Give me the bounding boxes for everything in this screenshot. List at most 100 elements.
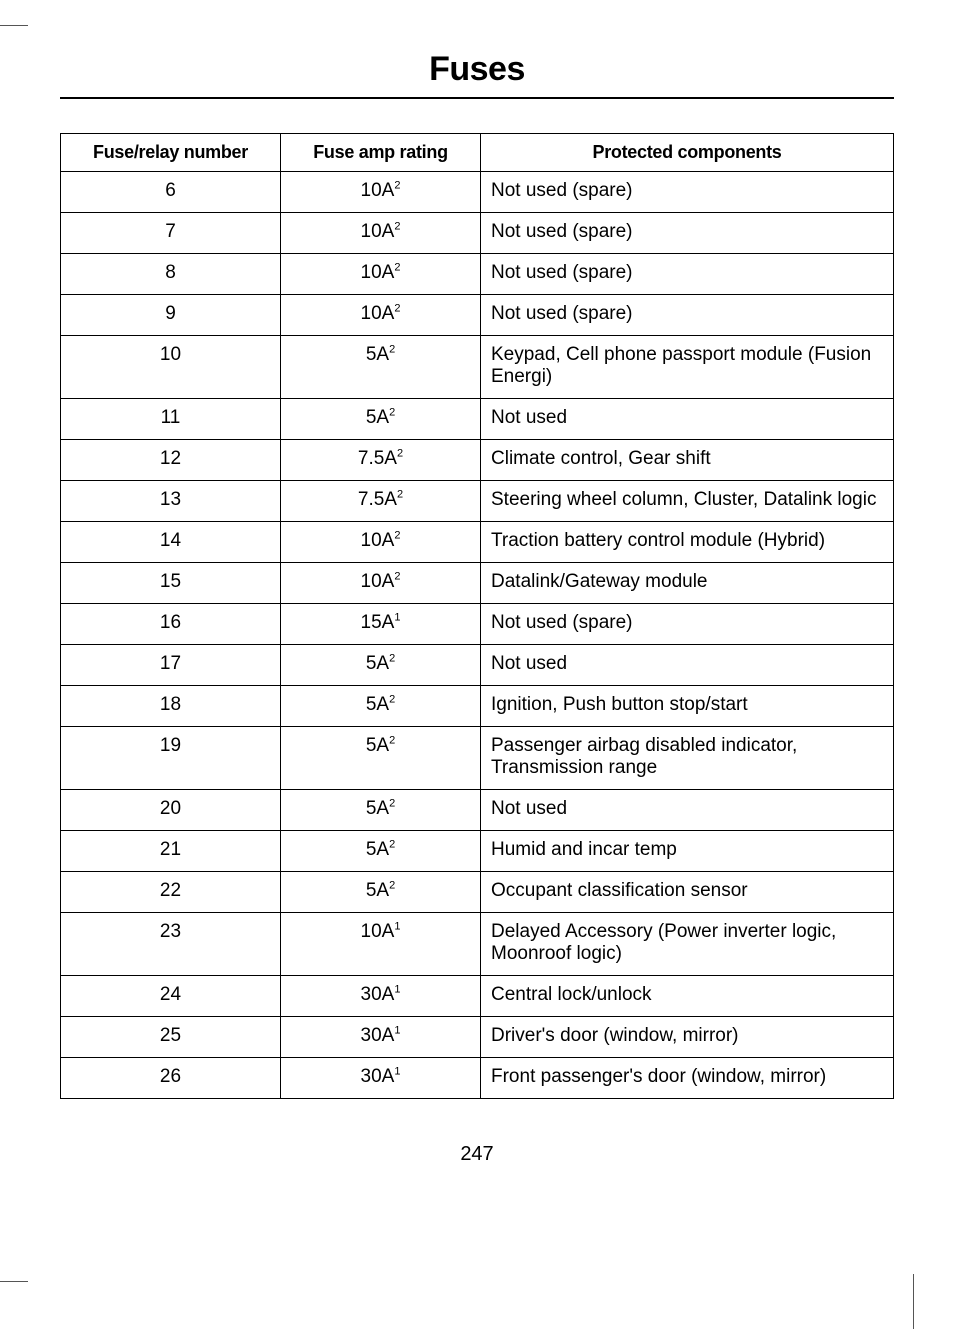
cell-protected-components: Climate control, Gear shift (481, 440, 894, 481)
rating-base: 5A (366, 798, 389, 819)
rating-footnote: 2 (397, 489, 403, 501)
rating-footnote: 1 (394, 921, 400, 933)
rating-base: 5A (366, 880, 389, 901)
page-content: Fuses Fuse/relay number Fuse amp rating … (0, 0, 954, 1206)
crop-mark-bottom-left (0, 1281, 28, 1299)
cell-protected-components: Not used (spare) (481, 604, 894, 645)
cell-fuse-rating: 10A2 (281, 522, 481, 563)
header-fuse-rating: Fuse amp rating (281, 134, 481, 172)
rating-footnote: 2 (394, 303, 400, 315)
rating-base: 5A (366, 735, 389, 756)
table-row: 2430A1Central lock/unlock (61, 976, 894, 1017)
table-row: 910A2Not used (spare) (61, 295, 894, 336)
cell-fuse-rating: 10A2 (281, 213, 481, 254)
rating-footnote: 2 (394, 571, 400, 583)
rating-footnote: 1 (394, 984, 400, 996)
cell-fuse-rating: 30A1 (281, 1058, 481, 1099)
cell-fuse-number: 13 (61, 481, 281, 522)
table-header-row: Fuse/relay number Fuse amp rating Protec… (61, 134, 894, 172)
cell-protected-components: Ignition, Push button stop/start (481, 686, 894, 727)
cell-protected-components: Not used (481, 645, 894, 686)
table-row: 115A2Not used (61, 399, 894, 440)
cell-fuse-rating: 7.5A2 (281, 440, 481, 481)
cell-fuse-rating: 5A2 (281, 790, 481, 831)
fuse-table: Fuse/relay number Fuse amp rating Protec… (60, 133, 894, 1099)
table-row: 1510A2Datalink/Gateway module (61, 563, 894, 604)
table-row: 2630A1Front passenger's door (window, mi… (61, 1058, 894, 1099)
table-row: 2530A1Driver's door (window, mirror) (61, 1017, 894, 1058)
rating-footnote: 1 (394, 1066, 400, 1078)
cell-protected-components: Keypad, Cell phone passport module (Fusi… (481, 336, 894, 399)
cell-protected-components: Central lock/unlock (481, 976, 894, 1017)
table-row: 215A2Humid and incar temp (61, 831, 894, 872)
cell-protected-components: Not used (spare) (481, 295, 894, 336)
rating-footnote: 2 (389, 735, 395, 747)
cell-fuse-rating: 30A1 (281, 976, 481, 1017)
cell-fuse-number: 17 (61, 645, 281, 686)
rating-footnote: 1 (394, 1025, 400, 1037)
cell-protected-components: Occupant classification sensor (481, 872, 894, 913)
table-row: 205A2Not used (61, 790, 894, 831)
cell-protected-components: Traction battery control module (Hybrid) (481, 522, 894, 563)
table-row: 610A2Not used (spare) (61, 172, 894, 213)
cell-protected-components: Driver's door (window, mirror) (481, 1017, 894, 1058)
cell-fuse-number: 7 (61, 213, 281, 254)
cell-protected-components: Not used (spare) (481, 254, 894, 295)
rating-footnote: 2 (397, 448, 403, 460)
title-rule (60, 97, 894, 99)
rating-base: 30A (361, 984, 395, 1005)
table-row: 127.5A2Climate control, Gear shift (61, 440, 894, 481)
cell-fuse-number: 10 (61, 336, 281, 399)
page-title: Fuses (60, 50, 894, 89)
cell-fuse-number: 15 (61, 563, 281, 604)
cell-fuse-rating: 5A2 (281, 872, 481, 913)
cell-fuse-number: 12 (61, 440, 281, 481)
cell-fuse-number: 11 (61, 399, 281, 440)
header-protected-components: Protected components (481, 134, 894, 172)
cell-protected-components: Passenger airbag disabled indicator, Tra… (481, 727, 894, 790)
rating-base: 30A (361, 1066, 395, 1087)
rating-base: 10A (361, 921, 395, 942)
cell-fuse-number: 24 (61, 976, 281, 1017)
rating-base: 10A (361, 530, 395, 551)
cell-fuse-rating: 10A2 (281, 295, 481, 336)
crop-mark-bottom-right (913, 1274, 915, 1329)
cell-fuse-rating: 5A2 (281, 336, 481, 399)
cell-fuse-number: 19 (61, 727, 281, 790)
table-row: 175A2Not used (61, 645, 894, 686)
cell-fuse-rating: 7.5A2 (281, 481, 481, 522)
rating-base: 7.5A (358, 489, 397, 510)
rating-base: 5A (366, 344, 389, 365)
cell-fuse-number: 6 (61, 172, 281, 213)
table-row: 2310A1Delayed Accessory (Power inverter … (61, 913, 894, 976)
cell-fuse-rating: 5A2 (281, 686, 481, 727)
page-number: 247 (60, 1143, 894, 1166)
rating-footnote: 2 (389, 880, 395, 892)
table-row: 185A2Ignition, Push button stop/start (61, 686, 894, 727)
rating-footnote: 1 (394, 612, 400, 624)
cell-fuse-rating: 30A1 (281, 1017, 481, 1058)
cell-protected-components: Steering wheel column, Cluster, Datalink… (481, 481, 894, 522)
cell-fuse-number: 26 (61, 1058, 281, 1099)
rating-base: 10A (361, 303, 395, 324)
header-fuse-number: Fuse/relay number (61, 134, 281, 172)
rating-base: 10A (361, 180, 395, 201)
rating-base: 5A (366, 653, 389, 674)
table-row: 225A2Occupant classification sensor (61, 872, 894, 913)
cell-protected-components: Delayed Accessory (Power inverter logic,… (481, 913, 894, 976)
cell-fuse-rating: 5A2 (281, 831, 481, 872)
rating-footnote: 2 (389, 344, 395, 356)
cell-fuse-number: 25 (61, 1017, 281, 1058)
table-row: 137.5A2Steering wheel column, Cluster, D… (61, 481, 894, 522)
rating-footnote: 2 (394, 262, 400, 274)
cell-protected-components: Not used (spare) (481, 213, 894, 254)
cell-fuse-rating: 5A2 (281, 645, 481, 686)
table-row: 1615A1Not used (spare) (61, 604, 894, 645)
table-row: 19 5A2 Passenger airbag disabled indicator… (61, 727, 894, 790)
rating-footnote: 2 (394, 180, 400, 192)
rating-base: 15A (361, 612, 395, 633)
rating-base: 10A (361, 262, 395, 283)
table-row: 710A2Not used (spare) (61, 213, 894, 254)
rating-base: 10A (361, 221, 395, 242)
cell-fuse-number: 14 (61, 522, 281, 563)
